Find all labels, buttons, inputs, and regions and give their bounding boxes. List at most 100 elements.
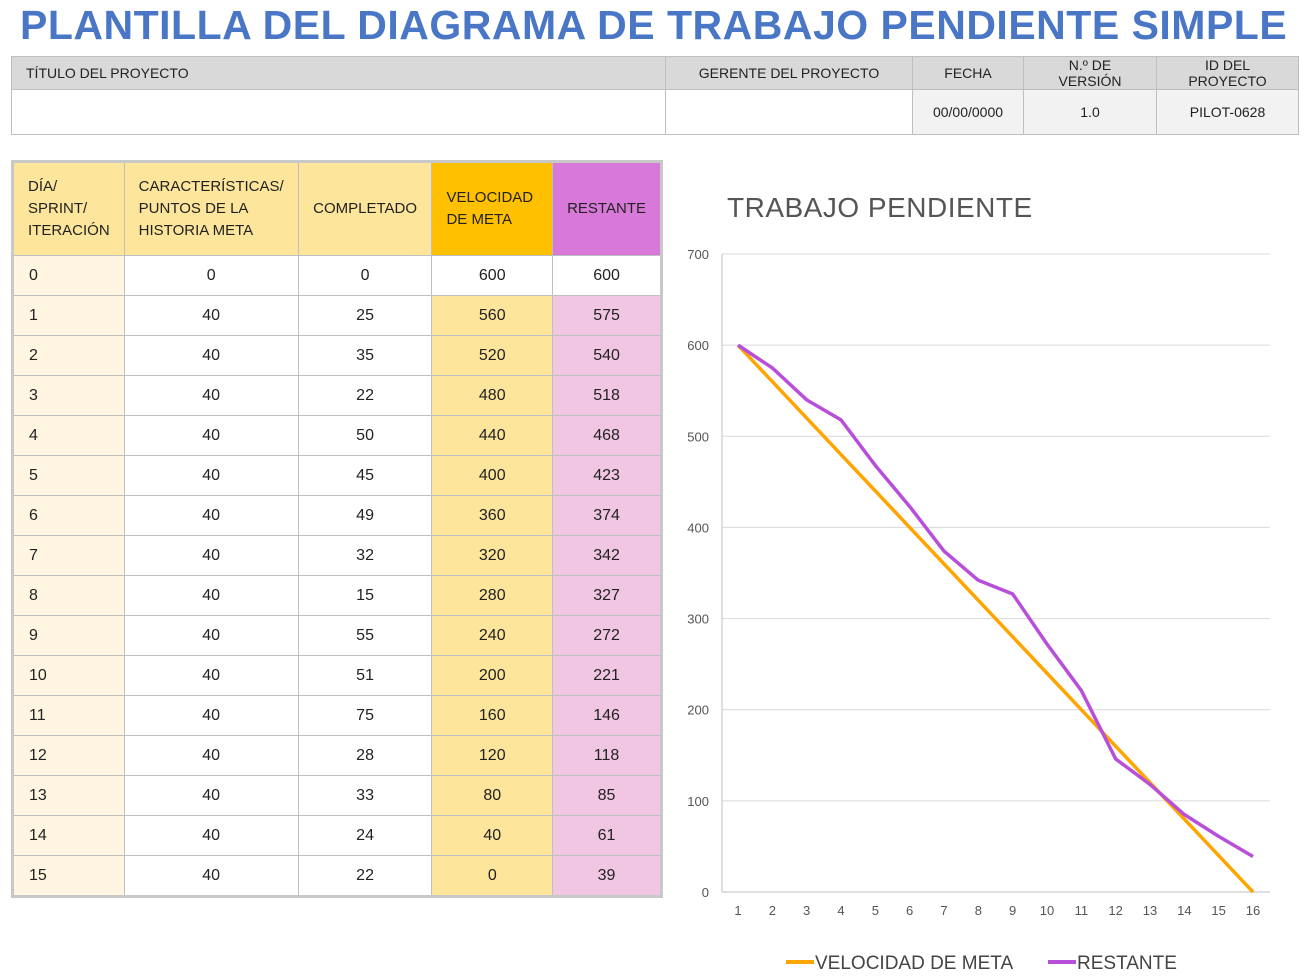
remaining-cell[interactable]: 518	[552, 375, 662, 416]
x-tick-label: 15	[1211, 903, 1225, 918]
table-row: 6 40 49 360 374	[12, 495, 662, 536]
story-points-cell[interactable]: 40	[123, 655, 299, 696]
remaining-cell[interactable]: 540	[552, 335, 662, 376]
story-points-cell[interactable]: 40	[123, 775, 299, 816]
completed-cell[interactable]: 32	[297, 535, 433, 576]
date-field[interactable]: 00/00/0000	[912, 89, 1024, 135]
goal-velocity-cell[interactable]: 40	[431, 815, 554, 856]
x-tick-label: 4	[837, 903, 844, 918]
story-points-cell[interactable]: 0	[123, 255, 299, 296]
completed-cell[interactable]: 15	[297, 575, 433, 616]
completed-cell[interactable]: 35	[297, 335, 433, 376]
table-row: 2 40 35 520 540	[12, 335, 662, 376]
remaining-cell[interactable]: 146	[552, 695, 662, 736]
day-cell[interactable]: 7	[12, 535, 125, 576]
story-points-cell[interactable]: 40	[123, 295, 299, 336]
remaining-cell[interactable]: 342	[552, 535, 662, 576]
completed-cell[interactable]: 33	[297, 775, 433, 816]
day-cell[interactable]: 8	[12, 575, 125, 616]
day-cell[interactable]: 4	[12, 415, 125, 456]
day-cell[interactable]: 2	[12, 335, 125, 376]
story-points-cell[interactable]: 40	[123, 815, 299, 856]
day-cell[interactable]: 15	[12, 855, 125, 897]
remaining-cell[interactable]: 61	[552, 815, 662, 856]
remaining-cell[interactable]: 221	[552, 655, 662, 696]
story-points-cell[interactable]: 40	[123, 575, 299, 616]
remaining-cell[interactable]: 374	[552, 495, 662, 536]
story-points-cell[interactable]: 40	[123, 495, 299, 536]
completed-cell[interactable]: 49	[297, 495, 433, 536]
remaining-cell[interactable]: 272	[552, 615, 662, 656]
remaining-cell[interactable]: 468	[552, 415, 662, 456]
y-tick-label: 0	[702, 885, 709, 900]
story-points-cell[interactable]: 40	[123, 855, 299, 897]
story-points-cell[interactable]: 40	[123, 535, 299, 576]
completed-cell[interactable]: 55	[297, 615, 433, 656]
day-cell[interactable]: 1	[12, 295, 125, 336]
y-tick-label: 100	[687, 794, 709, 809]
day-cell[interactable]: 12	[12, 735, 125, 776]
goal-velocity-cell[interactable]: 440	[431, 415, 554, 456]
story-points-cell[interactable]: 40	[123, 735, 299, 776]
goal-velocity-cell[interactable]: 360	[431, 495, 554, 536]
completed-cell[interactable]: 24	[297, 815, 433, 856]
version-field[interactable]: 1.0	[1023, 89, 1157, 135]
completed-cell[interactable]: 22	[297, 855, 433, 897]
goal-velocity-cell[interactable]: 480	[431, 375, 554, 416]
day-cell[interactable]: 9	[12, 615, 125, 656]
completed-cell[interactable]: 0	[297, 255, 433, 296]
goal-velocity-cell[interactable]: 0	[431, 855, 554, 897]
table-row: 8 40 15 280 327	[12, 575, 662, 616]
day-cell[interactable]: 6	[12, 495, 125, 536]
completed-cell[interactable]: 51	[297, 655, 433, 696]
completed-cell[interactable]: 28	[297, 735, 433, 776]
day-cell[interactable]: 13	[12, 775, 125, 816]
table-row: 15 40 22 0 39	[12, 855, 662, 897]
label-version: N.º DE VERSIÓN	[1023, 56, 1157, 90]
remaining-cell[interactable]: 600	[552, 255, 662, 296]
story-points-cell[interactable]: 40	[123, 455, 299, 496]
remaining-cell[interactable]: 118	[552, 735, 662, 776]
story-points-cell[interactable]: 40	[123, 695, 299, 736]
goal-velocity-cell[interactable]: 160	[431, 695, 554, 736]
project-title-field[interactable]	[11, 89, 666, 135]
day-cell[interactable]: 10	[12, 655, 125, 696]
day-cell[interactable]: 5	[12, 455, 125, 496]
project-id-field[interactable]: PILOT-0628	[1156, 89, 1299, 135]
goal-velocity-cell[interactable]: 320	[431, 535, 554, 576]
completed-cell[interactable]: 22	[297, 375, 433, 416]
goal-velocity-cell[interactable]: 400	[431, 455, 554, 496]
goal-velocity-cell[interactable]: 200	[431, 655, 554, 696]
table-row: 7 40 32 320 342	[12, 535, 662, 576]
story-points-cell[interactable]: 40	[123, 615, 299, 656]
x-tick-label: 3	[803, 903, 810, 918]
day-cell[interactable]: 11	[12, 695, 125, 736]
header-day: DÍA/ SPRINT/ ITERACIÓN	[12, 161, 125, 256]
table-row: 10 40 51 200 221	[12, 655, 662, 696]
remaining-cell[interactable]: 39	[552, 855, 662, 897]
remaining-cell[interactable]: 575	[552, 295, 662, 336]
completed-cell[interactable]: 75	[297, 695, 433, 736]
story-points-cell[interactable]: 40	[123, 335, 299, 376]
completed-cell[interactable]: 25	[297, 295, 433, 336]
completed-cell[interactable]: 45	[297, 455, 433, 496]
completed-cell[interactable]: 50	[297, 415, 433, 456]
goal-velocity-cell[interactable]: 120	[431, 735, 554, 776]
story-points-cell[interactable]: 40	[123, 415, 299, 456]
goal-velocity-cell[interactable]: 520	[431, 335, 554, 376]
goal-velocity-cell[interactable]: 240	[431, 615, 554, 656]
remaining-cell[interactable]: 423	[552, 455, 662, 496]
goal-velocity-cell[interactable]: 80	[431, 775, 554, 816]
table-row: 5 40 45 400 423	[12, 455, 662, 496]
goal-velocity-cell[interactable]: 560	[431, 295, 554, 336]
goal-velocity-cell[interactable]: 280	[431, 575, 554, 616]
project-manager-field[interactable]	[665, 89, 913, 135]
goal-velocity-cell[interactable]: 600	[431, 255, 554, 296]
day-cell[interactable]: 14	[12, 815, 125, 856]
day-cell[interactable]: 0	[12, 255, 125, 296]
story-points-cell[interactable]: 40	[123, 375, 299, 416]
day-cell[interactable]: 3	[12, 375, 125, 416]
remaining-cell[interactable]: 327	[552, 575, 662, 616]
remaining-cell[interactable]: 85	[552, 775, 662, 816]
chart-title: TRABAJO PENDIENTE	[727, 192, 1033, 223]
